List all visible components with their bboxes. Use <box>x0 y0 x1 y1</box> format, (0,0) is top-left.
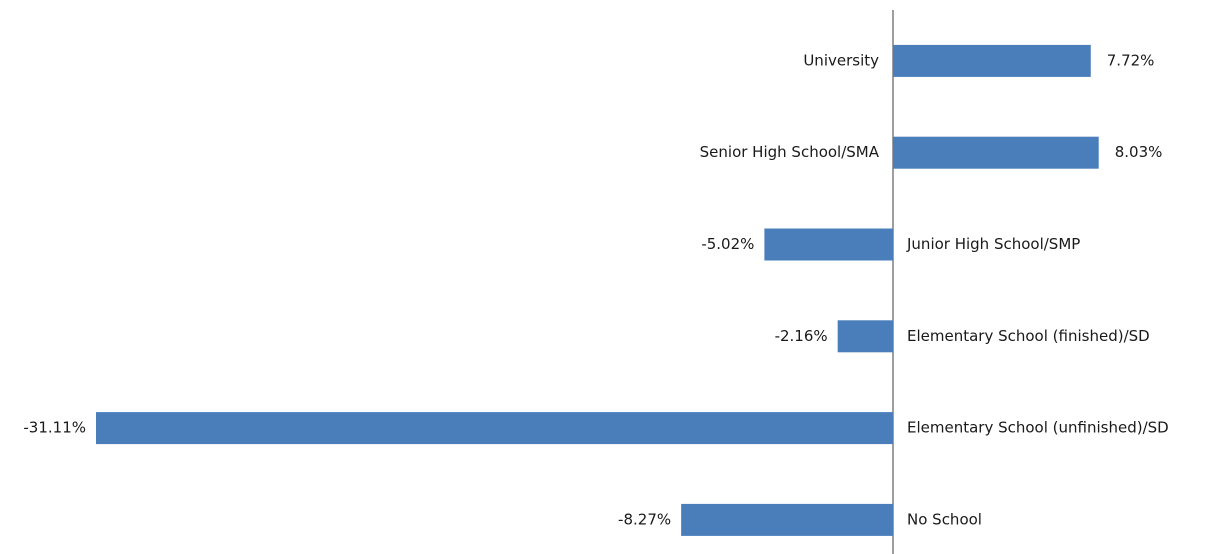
category-label: University <box>803 51 879 69</box>
value-label: -5.02% <box>701 235 754 253</box>
value-label: -31.11% <box>23 419 86 437</box>
value-label: -8.27% <box>618 510 671 528</box>
value-label: 7.72% <box>1107 51 1155 69</box>
bar <box>893 136 1099 169</box>
bar <box>764 228 893 261</box>
bar <box>96 412 893 445</box>
value-label: 8.03% <box>1115 143 1163 161</box>
bar <box>681 503 893 536</box>
category-label: Senior High School/SMA <box>700 143 880 161</box>
value-label: -2.16% <box>775 327 828 345</box>
category-label: Elementary School (unfinished)/SD <box>907 419 1169 437</box>
category-label: No School <box>907 510 982 528</box>
category-label: Elementary School (finished)/SD <box>907 327 1150 345</box>
bar <box>893 44 1091 77</box>
category-label: Junior High School/SMP <box>906 235 1080 253</box>
bar <box>837 320 893 353</box>
